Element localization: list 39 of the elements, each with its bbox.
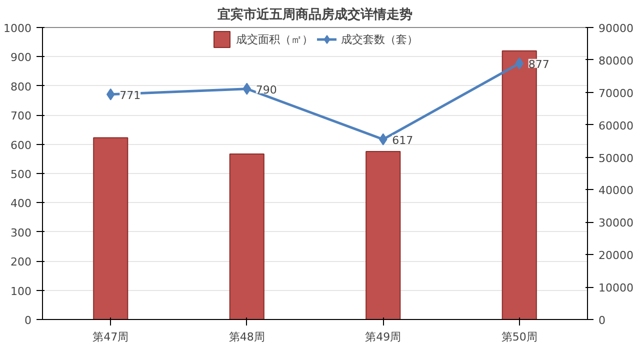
x-tick-label: 第48周: [228, 330, 265, 344]
y2-tick-label: 0: [598, 314, 606, 327]
y2-tick-label: 60000: [598, 119, 634, 132]
y2-tick-label: 50000: [598, 152, 634, 165]
y-tick-label: 400: [10, 197, 32, 210]
data-label: 790: [256, 83, 277, 96]
point: [378, 133, 388, 146]
point: [515, 57, 524, 70]
x-tick-label: 第49周: [365, 330, 402, 344]
y2-tick-label: 80000: [598, 54, 634, 68]
data-label: 771: [120, 88, 141, 102]
data-label: 877: [528, 58, 550, 71]
legend-label: 成交套数（套）: [341, 32, 418, 46]
x-tick-label: 第50周: [501, 330, 538, 344]
chart-title: 宜宾市近五周商品房成交详情走势: [218, 6, 412, 22]
y-tick-label: 300: [10, 226, 32, 240]
bar: [366, 150, 401, 320]
x-tick-label: 第47周: [92, 330, 129, 344]
y2-tick-label: 40000: [598, 184, 634, 198]
y-tick-label: 600: [10, 138, 32, 152]
y2-tick-label: 90000: [598, 22, 634, 35]
y-tick-label: 500: [10, 168, 32, 181]
y-tick-label: 200: [10, 256, 32, 269]
y-tick-label: 0: [24, 314, 32, 327]
point: [106, 88, 115, 100]
y-tick-label: 900: [10, 51, 32, 64]
point: [242, 82, 252, 95]
y-tick-label: 100: [10, 284, 32, 298]
bar: [229, 154, 264, 320]
y2-tick-label: 30000: [598, 216, 634, 230]
y2-tick-label: 20000: [598, 249, 634, 262]
bar: [93, 137, 128, 320]
y-tick-label: 1000: [4, 22, 32, 35]
y2-tick-label: 70000: [598, 86, 634, 100]
data-label: 617: [392, 134, 414, 147]
legend-label: 成交面积（㎡）: [236, 32, 313, 46]
y2-tick-label: 10000: [598, 282, 634, 295]
y-tick-label: 800: [10, 80, 32, 94]
y-tick-label: 700: [10, 110, 32, 123]
